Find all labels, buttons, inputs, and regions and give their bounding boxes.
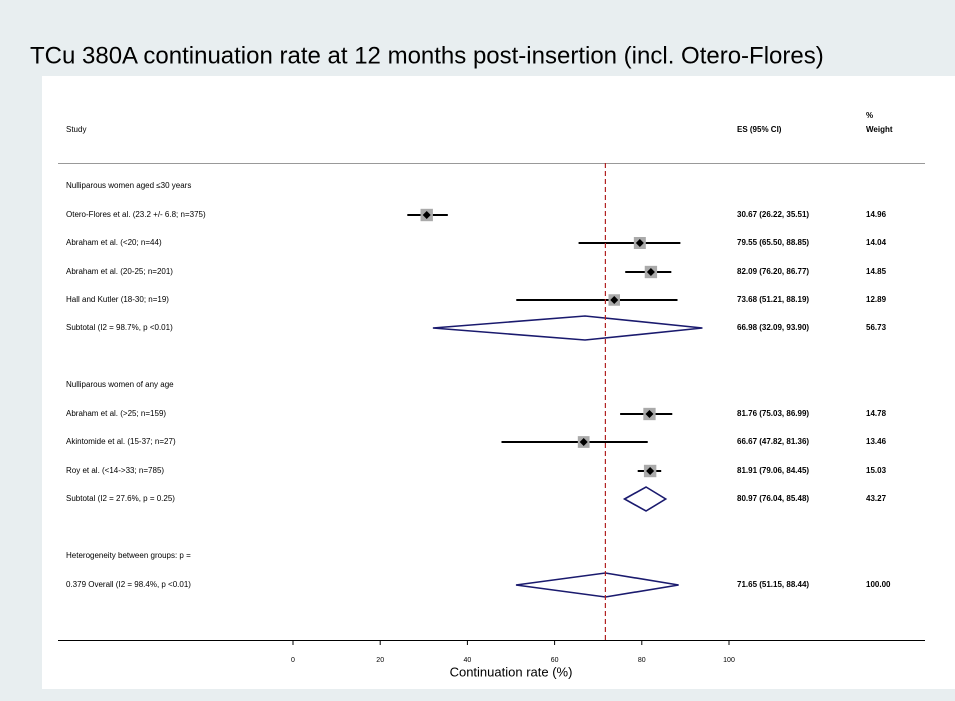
point-estimate [645,410,654,418]
weight-label: 43.27 [866,494,887,503]
weight-label: 56.73 [866,323,887,332]
row-label: Abraham et al. (20-25; n=201) [66,267,173,276]
row-label: Roy et al. (<14->33; n=785) [66,466,164,475]
header: Study [66,125,86,134]
ci-label: 71.65 (51.15, 88.44) [737,580,809,589]
row-label: Hall and Kutler (18-30; n=19) [66,295,169,304]
x-tick-label: 60 [551,657,559,664]
point-estimate [422,211,431,219]
pooled-diamond [622,486,668,512]
point-estimate [579,438,588,446]
row-label: Akintomide et al. (15-37; n=27) [66,437,176,446]
x-tick-label: 20 [376,657,384,664]
ci-label: 66.67 (47.82, 81.36) [737,437,809,446]
x-tick-label: 0 [291,657,295,664]
plot-panel [42,76,955,689]
weight-label: 12.89 [866,295,887,304]
x-tick-label: 40 [464,657,472,664]
row-label: Subtotal (I2 = 98.7%, p <0.01) [66,323,173,332]
x-tick-label: 100 [723,657,735,664]
row-label: Subtotal (I2 = 27.6%, p = 0.25) [66,494,175,503]
weight-label: 13.46 [866,437,887,446]
row-label: Heterogeneity between groups: p = [66,551,191,560]
x-tick-label: 80 [638,657,646,664]
row-label: Otero-Flores et al. (23.2 +/- 6.8; n=375… [66,210,206,219]
point-estimate [646,268,655,276]
point-estimate [646,467,655,475]
weight-label: 100.00 [866,580,891,589]
weight-label: 15.03 [866,466,887,475]
ci-label: 82.09 (76.20, 86.77) [737,267,809,276]
header: % [866,111,873,120]
weight-label: 14.96 [866,210,887,219]
chart-title: TCu 380A continuation rate at 12 months … [30,42,824,69]
ci-label: 81.76 (75.03, 86.99) [737,409,809,418]
header: ES (95% CI) [737,125,782,134]
x-axis-title: Continuation rate (%) [450,664,573,679]
ci-label: 73.68 (51.21, 88.19) [737,295,809,304]
point-estimate [610,296,619,304]
weight-label: 14.85 [866,267,887,276]
pooled-diamond [515,572,679,598]
ci-label: 81.91 (79.06, 84.45) [737,466,809,475]
pooled-diamond [432,315,703,341]
point-estimate [635,239,644,247]
ci-label: 66.98 (32.09, 93.90) [737,323,809,332]
weight-label: 14.04 [866,238,887,247]
row-label: Nulliparous women aged ≤30 years [66,181,191,190]
ci-label: 79.55 (65.50, 88.85) [737,238,809,247]
row-label: Nulliparous women of any age [66,380,174,389]
header: Weight [866,125,893,134]
ci-label: 30.67 (26.22, 35.51) [737,210,809,219]
row-label: Abraham et al. (<20; n=44) [66,238,162,247]
weight-label: 14.78 [866,409,887,418]
ci-label: 80.97 (76.04, 85.48) [737,494,809,503]
row-label: 0.379 Overall (I2 = 98.4%, p <0.01) [66,580,191,589]
row-label: Abraham et al. (>25; n=159) [66,409,166,418]
